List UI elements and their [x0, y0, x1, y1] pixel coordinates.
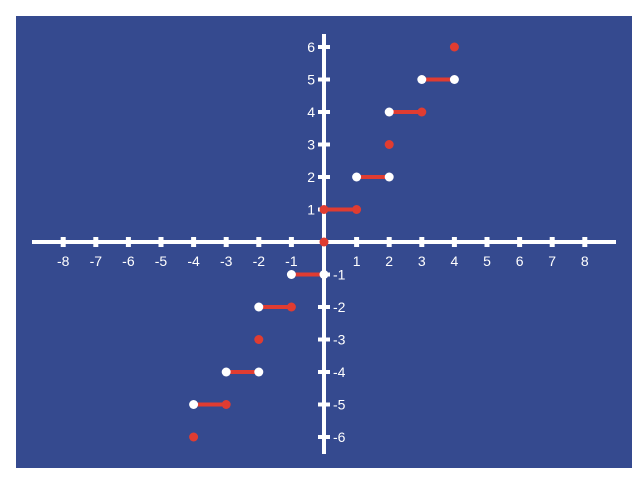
y-tick-label: 5 [307, 72, 315, 88]
y-tick-label: -3 [333, 332, 346, 348]
open-endpoint [254, 302, 264, 312]
y-tick-label: 1 [307, 202, 315, 218]
y-tick-label: -4 [333, 364, 346, 380]
y-tick-label: -6 [333, 429, 346, 445]
closed-endpoint [221, 400, 231, 409]
y-tick-label: 6 [307, 39, 315, 55]
open-endpoint [189, 400, 199, 409]
open-endpoint [254, 367, 264, 377]
x-tick-label: 2 [385, 253, 393, 269]
data-point [319, 237, 329, 247]
x-tick-label: -5 [155, 253, 168, 269]
x-tick-label: 8 [581, 253, 589, 269]
x-tick-label: -3 [220, 253, 233, 269]
y-tick-label: -5 [333, 397, 346, 413]
x-tick-label: 7 [548, 253, 556, 269]
data-point [384, 140, 394, 149]
x-tick-label: -1 [285, 253, 298, 269]
y-tick-label: 2 [307, 169, 315, 185]
x-tick-label: -2 [253, 253, 266, 269]
x-tick-label: -7 [90, 253, 103, 269]
open-endpoint [286, 270, 296, 279]
open-endpoint [319, 270, 329, 279]
x-tick-label: -8 [57, 253, 70, 269]
data-point [189, 432, 199, 442]
closed-endpoint [417, 107, 427, 117]
data-point [254, 335, 264, 344]
x-tick-label: -4 [187, 253, 200, 269]
x-tick-label: 1 [353, 253, 361, 269]
y-tick-label: -1 [333, 267, 346, 283]
y-tick-label: -2 [333, 299, 346, 315]
data-point [449, 42, 459, 52]
open-endpoint [449, 75, 459, 84]
x-tick-label: 3 [418, 253, 426, 269]
closed-endpoint [286, 302, 296, 312]
y-tick-label: 4 [307, 104, 315, 120]
x-tick-label: -6 [122, 253, 135, 269]
y-tick-label: 3 [307, 137, 315, 153]
x-tick-label: 4 [451, 253, 459, 269]
chart-plot-area: -8 -7 -6 -5 -4 -3 -2 -1 1 2 3 4 5 6 7 8 -6 -5 -4 -3 -2 -1 1 2 3 4… [16, 16, 632, 468]
step-function-chart: -8 -7 -6 -5 -4 -3 -2 -1 1 2 3 4 5 6 7 8 -6 -5 -4 -3 -2 -1 1 2 3 4… [32, 34, 616, 454]
closed-endpoint [319, 205, 329, 214]
x-tick-label: 6 [516, 253, 524, 269]
open-endpoint [221, 367, 231, 377]
open-endpoint [384, 107, 394, 117]
open-endpoint [384, 172, 394, 182]
open-endpoint [417, 75, 427, 84]
x-tick-label: 5 [483, 253, 491, 269]
closed-endpoint [352, 205, 362, 214]
open-endpoint [352, 172, 362, 182]
